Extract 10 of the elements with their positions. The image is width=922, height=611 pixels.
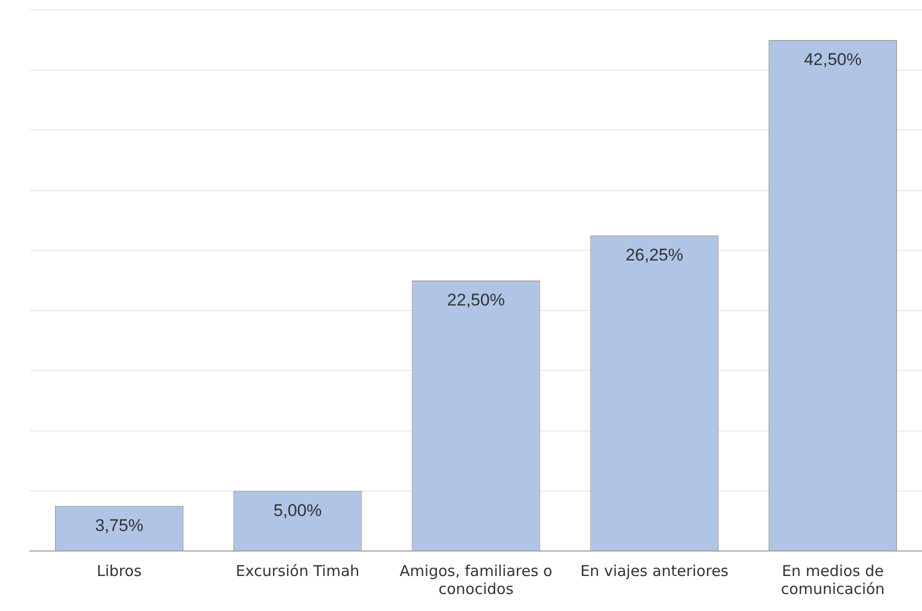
x-tick-label: En viajes anteriores xyxy=(580,562,729,580)
x-tick-label: Amigos, familiares o conocidos xyxy=(400,562,552,598)
data-label: 3,75% xyxy=(95,516,144,536)
x-tick-label: Excursión Timah xyxy=(236,562,360,580)
x-tick-label: Libros xyxy=(96,562,142,580)
data-label: 42,50% xyxy=(804,50,862,70)
data-label: 22,50% xyxy=(447,290,505,310)
data-label: 26,25% xyxy=(626,246,684,265)
x-tick-label: En medios de comunicación xyxy=(780,562,885,598)
data-label: 5,00% xyxy=(274,501,322,520)
